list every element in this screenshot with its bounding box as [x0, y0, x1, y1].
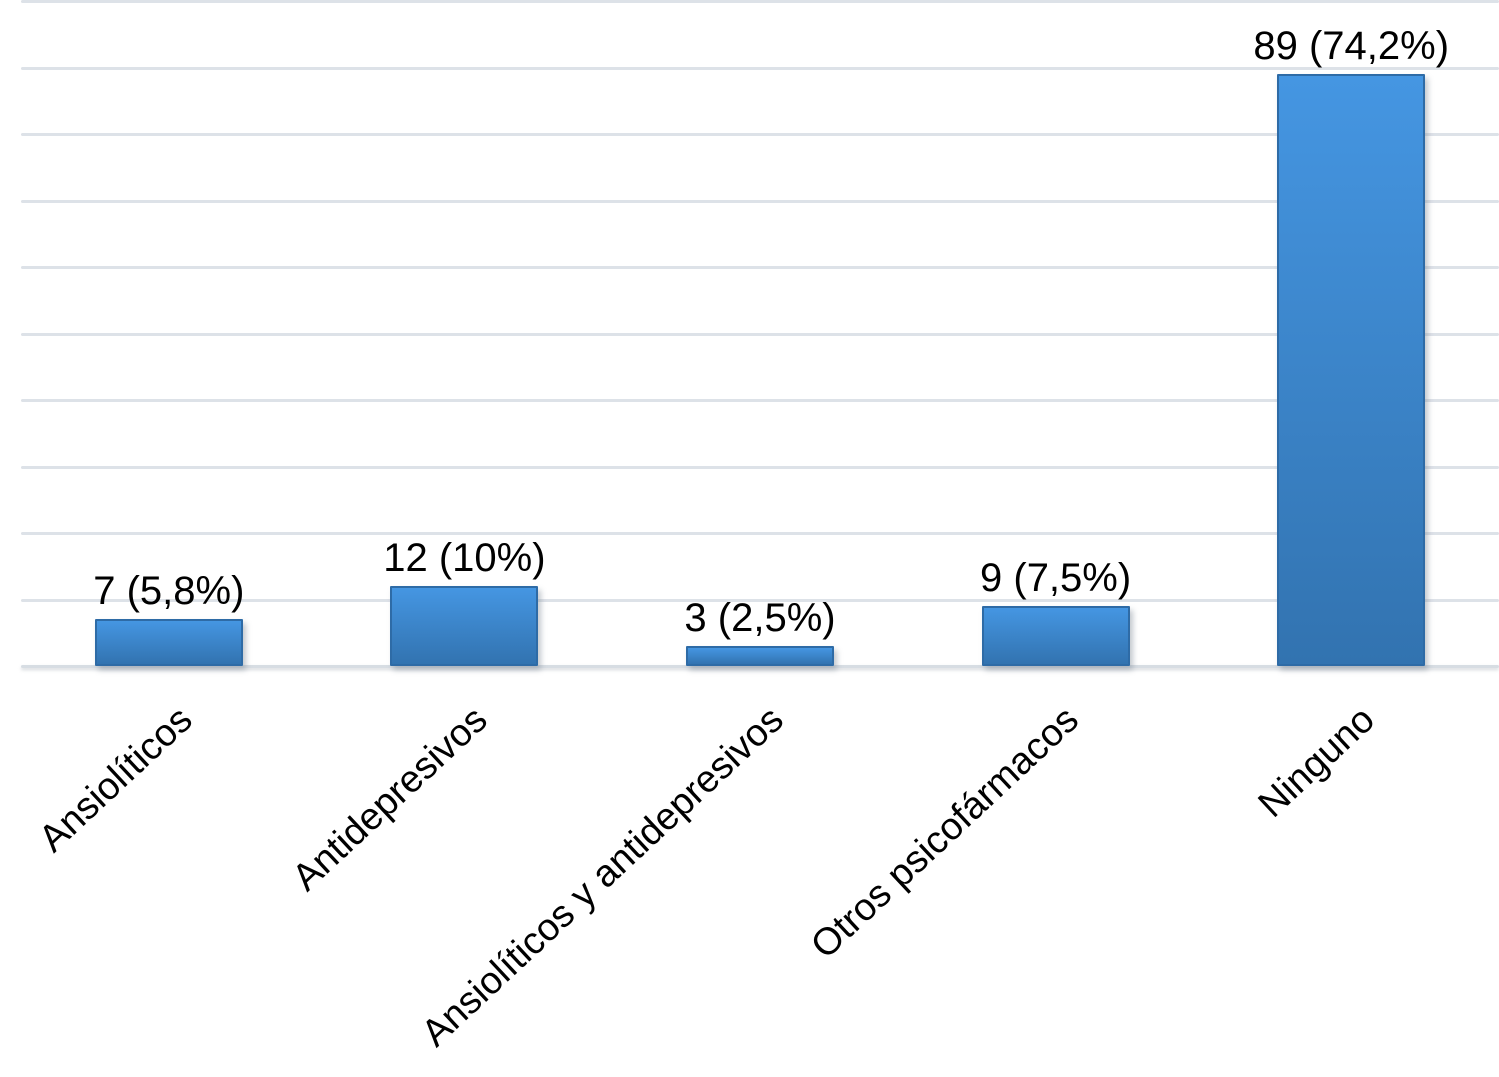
- bar: [1277, 74, 1426, 666]
- bar: [981, 606, 1130, 666]
- gridline: [21, 532, 1499, 535]
- gridline: [21, 332, 1499, 336]
- x-axis-label: Ninguno: [1250, 698, 1383, 826]
- gridline: [21, 598, 1499, 602]
- gridline: [21, 266, 1499, 269]
- gridline: [21, 66, 1499, 70]
- x-axis-label: Ansiolíticos y antidepresivos: [413, 698, 792, 1055]
- bar-value-label: 12 (10%): [383, 536, 546, 581]
- gridline: [21, 399, 1499, 402]
- bar: [686, 646, 834, 666]
- bar-value-label: 3 (2,5%): [684, 596, 836, 641]
- gridline: [21, 465, 1499, 469]
- bar-value-label: 89 (74,2%): [1253, 24, 1450, 69]
- x-axis-label: Otros psicofármacos: [803, 698, 1087, 967]
- bar: [390, 586, 539, 666]
- x-axis-label: Ansiolíticos: [30, 698, 201, 861]
- x-axis-baseline: [21, 665, 1499, 668]
- gridline: [21, 199, 1499, 203]
- gridline: [21, 0, 1499, 3]
- bar-value-label: 9 (7,5%): [980, 556, 1132, 601]
- bar-value-label: 7 (5,8%): [93, 569, 245, 614]
- x-axis-label: Antidepresivos: [284, 698, 496, 900]
- gridline: [21, 133, 1499, 136]
- bar: [94, 619, 243, 666]
